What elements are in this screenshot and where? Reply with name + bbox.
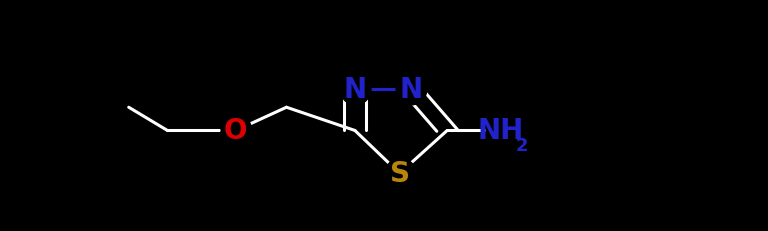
- Text: 2: 2: [515, 136, 528, 154]
- Text: NH: NH: [478, 117, 524, 145]
- Text: N: N: [343, 76, 366, 104]
- Text: S: S: [389, 160, 409, 188]
- Text: N: N: [400, 76, 423, 104]
- Text: O: O: [224, 117, 247, 145]
